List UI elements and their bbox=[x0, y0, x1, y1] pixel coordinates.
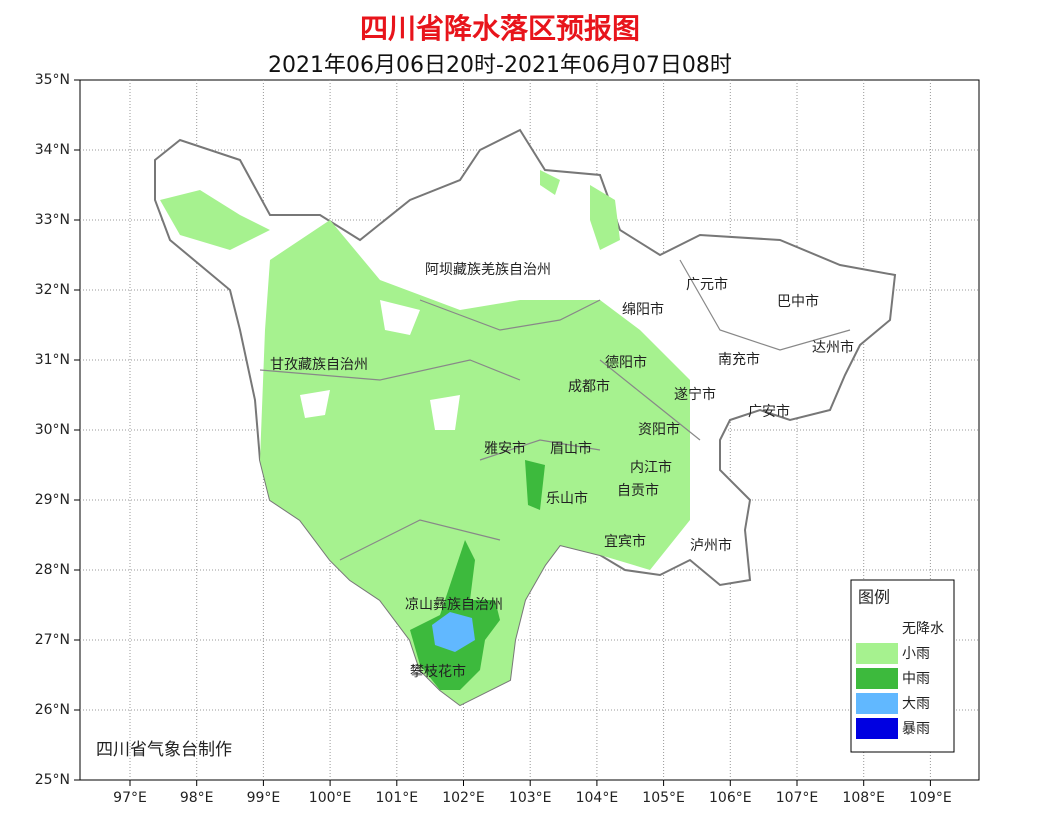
lat-tick-label: 28°N bbox=[35, 562, 70, 578]
boundaries bbox=[259, 259, 851, 561]
place-label: 眉山市 bbox=[550, 440, 592, 457]
place-label: 雅安市 bbox=[484, 440, 526, 457]
lat-tick-label: 33°N bbox=[35, 212, 70, 228]
place-label: 成都市 bbox=[568, 378, 610, 395]
lon-tick-label: 101°E bbox=[376, 790, 419, 806]
place-label: 广元市 bbox=[686, 276, 728, 293]
title: 四川省降水落区预报图 bbox=[360, 12, 640, 45]
legend-swatch bbox=[856, 643, 898, 664]
place-label: 自贡市 bbox=[617, 482, 659, 499]
legend-label: 中雨 bbox=[902, 671, 930, 687]
lon-tick-label: 97°E bbox=[113, 790, 147, 806]
place-label: 泸州市 bbox=[690, 537, 732, 554]
lon-tick-label: 106°E bbox=[709, 790, 752, 806]
light-rain-area bbox=[160, 170, 620, 250]
lon-tick-label: 99°E bbox=[247, 790, 281, 806]
place-label: 德阳市 bbox=[605, 354, 647, 371]
lon-tick-label: 108°E bbox=[842, 790, 885, 806]
place-label: 达州市 bbox=[812, 339, 854, 356]
place-label: 宜宾市 bbox=[604, 533, 646, 550]
lat-tick-label: 32°N bbox=[35, 282, 70, 298]
lat-tick-label: 34°N bbox=[35, 142, 70, 158]
place-label: 广安市 bbox=[748, 403, 790, 420]
credit: 四川省气象台制作 bbox=[96, 740, 232, 760]
place-label: 凉山彝族自治州 bbox=[405, 597, 503, 613]
dry-patches bbox=[300, 300, 460, 430]
place-label: 绵阳市 bbox=[622, 301, 664, 318]
place-label: 南充市 bbox=[718, 351, 760, 368]
place-label: 内江市 bbox=[630, 459, 672, 476]
place-label: 阿坝藏族羌族自治州 bbox=[425, 262, 551, 278]
lon-tick-label: 102°E bbox=[442, 790, 485, 806]
light-rain-area bbox=[260, 220, 690, 705]
lon-tick-label: 103°E bbox=[509, 790, 552, 806]
place-label: 乐山市 bbox=[546, 490, 588, 507]
lon-tick-label: 105°E bbox=[642, 790, 685, 806]
dry-patch bbox=[300, 300, 460, 430]
legend-title: 图例 bbox=[858, 588, 890, 607]
place-label: 资阳市 bbox=[638, 421, 680, 438]
lon-tick-label: 107°E bbox=[776, 790, 819, 806]
lat-tick-label: 27°N bbox=[35, 632, 70, 648]
lon-tick-label: 104°E bbox=[576, 790, 619, 806]
lon-tick-label: 98°E bbox=[180, 790, 214, 806]
legend-swatch bbox=[856, 618, 898, 639]
lat-tick-label: 29°N bbox=[35, 492, 70, 508]
place-label: 遂宁市 bbox=[674, 386, 716, 403]
lon-tick-label: 100°E bbox=[309, 790, 352, 806]
place-label: 巴中市 bbox=[777, 293, 819, 310]
heavy-rain-area bbox=[432, 612, 475, 652]
legend-swatch bbox=[856, 668, 898, 689]
subtitle: 2021年06月06日20时-2021年06月07日08时 bbox=[268, 53, 732, 78]
lat-tick-label: 26°N bbox=[35, 702, 70, 718]
legend-swatch bbox=[856, 693, 898, 714]
place-label: 攀枝花市 bbox=[410, 663, 466, 680]
lon-tick-label: 109°E bbox=[909, 790, 952, 806]
legend-swatch bbox=[856, 718, 898, 739]
boundary-line bbox=[259, 259, 851, 561]
legend-label: 大雨 bbox=[902, 696, 930, 712]
lat-tick-label: 35°N bbox=[35, 72, 70, 88]
legend-label: 小雨 bbox=[902, 646, 930, 662]
lat-tick-label: 31°N bbox=[35, 352, 70, 368]
lat-tick-label: 25°N bbox=[35, 772, 70, 788]
legend-label: 无降水 bbox=[902, 621, 944, 637]
lat-tick-label: 30°N bbox=[35, 422, 70, 438]
place-label: 甘孜藏族自治州 bbox=[270, 357, 368, 373]
legend-label: 暴雨 bbox=[902, 721, 930, 737]
